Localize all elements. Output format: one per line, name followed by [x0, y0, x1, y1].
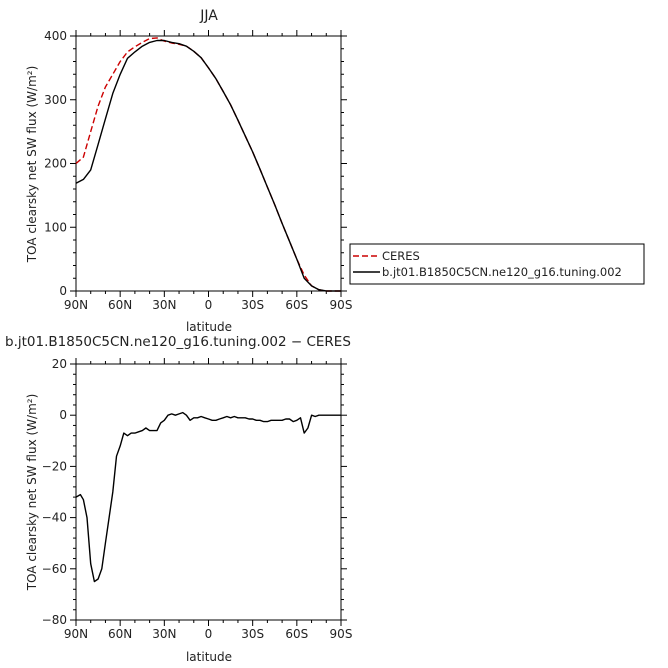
bottom-x-tick-label: 30S: [241, 627, 264, 641]
legend-label-ceres: CERES: [382, 249, 420, 263]
legend: CERES b.jt01.B1850C5CN.ne120_g16.tuning.…: [349, 243, 645, 285]
bottom-chart-title: b.jt01.B1850C5CN.ne120_g16.tuning.002 − …: [5, 334, 351, 350]
bottom-y-tick-label: −80: [42, 613, 67, 627]
top-y-tick-label: 200: [44, 157, 67, 171]
bottom-x-tick-label: 30N: [152, 627, 176, 641]
bottom-x-tick-label: 0: [205, 627, 213, 641]
bottom-y-tick-label: −40: [42, 511, 67, 525]
top-x-tick-label: 60S: [285, 298, 308, 312]
legend-box: [349, 243, 645, 285]
bottom-series-group: [75, 411, 341, 583]
bottom-x-tick-label: 90N: [64, 627, 88, 641]
top-x-tick-label: 60N: [108, 298, 132, 312]
legend-label-model: b.jt01.B1850C5CN.ne120_g16.tuning.002: [382, 265, 622, 279]
bottom-x-tick-labels: 90N 60N 30N 0 30S 60S 90S: [64, 627, 353, 641]
top-chart-title: JJA: [199, 8, 218, 24]
top-x-axis-label: latitude: [186, 320, 232, 334]
top-x-tick-label: 90N: [64, 298, 88, 312]
top-y-tick-labels: 0 100 200 300 400: [44, 29, 67, 298]
top-y-tick-label: 300: [44, 93, 67, 107]
top-x-tick-labels: 90N 60N 30N 0 30S 60S 90S: [64, 298, 353, 312]
bottom-y-tick-label: 0: [59, 408, 67, 422]
bottom-y-tick-labels: −80 −60 −40 −20 0 20: [42, 357, 67, 627]
bottom-y-tick-label: −60: [42, 562, 67, 576]
top-axis-ticks: [70, 30, 347, 297]
bottom-y-axis-label: TOA clearsky net SW flux (W/m²): [25, 394, 39, 592]
top-y-tick-label: 100: [44, 220, 67, 234]
top-series-line-1: [75, 39, 341, 292]
top-plot-frame: [75, 35, 342, 292]
top-y-axis-label: TOA clearsky net SW flux (W/m²): [25, 66, 39, 264]
bottom-x-tick-label: 60N: [108, 627, 132, 641]
bottom-x-axis-label: latitude: [186, 650, 232, 664]
panel-bottom-chart: b.jt01.B1850C5CN.ne120_g16.tuning.002 − …: [5, 334, 352, 664]
top-series-line-0: [75, 37, 341, 292]
bottom-x-tick-label: 60S: [285, 627, 308, 641]
bottom-axis-ticks: [70, 358, 347, 626]
bottom-y-tick-label: −20: [42, 459, 67, 473]
top-x-tick-label: 30N: [152, 298, 176, 312]
top-y-tick-label: 0: [59, 284, 67, 298]
bottom-y-tick-label: 20: [52, 357, 67, 371]
bottom-x-tick-label: 90S: [330, 627, 353, 641]
bottom-plot-frame: [75, 363, 342, 621]
panel-top-chart: JJA 90N 60N 30N 0 30S 60S 90S 0 100 200 300 400 la…: [25, 8, 645, 334]
bottom-series-line-0: [75, 411, 341, 583]
top-y-tick-label: 400: [44, 29, 67, 43]
top-x-tick-label: 30S: [241, 298, 264, 312]
top-series-group: [75, 37, 341, 292]
top-x-tick-label: 90S: [330, 298, 353, 312]
top-x-tick-label: 0: [205, 298, 213, 312]
